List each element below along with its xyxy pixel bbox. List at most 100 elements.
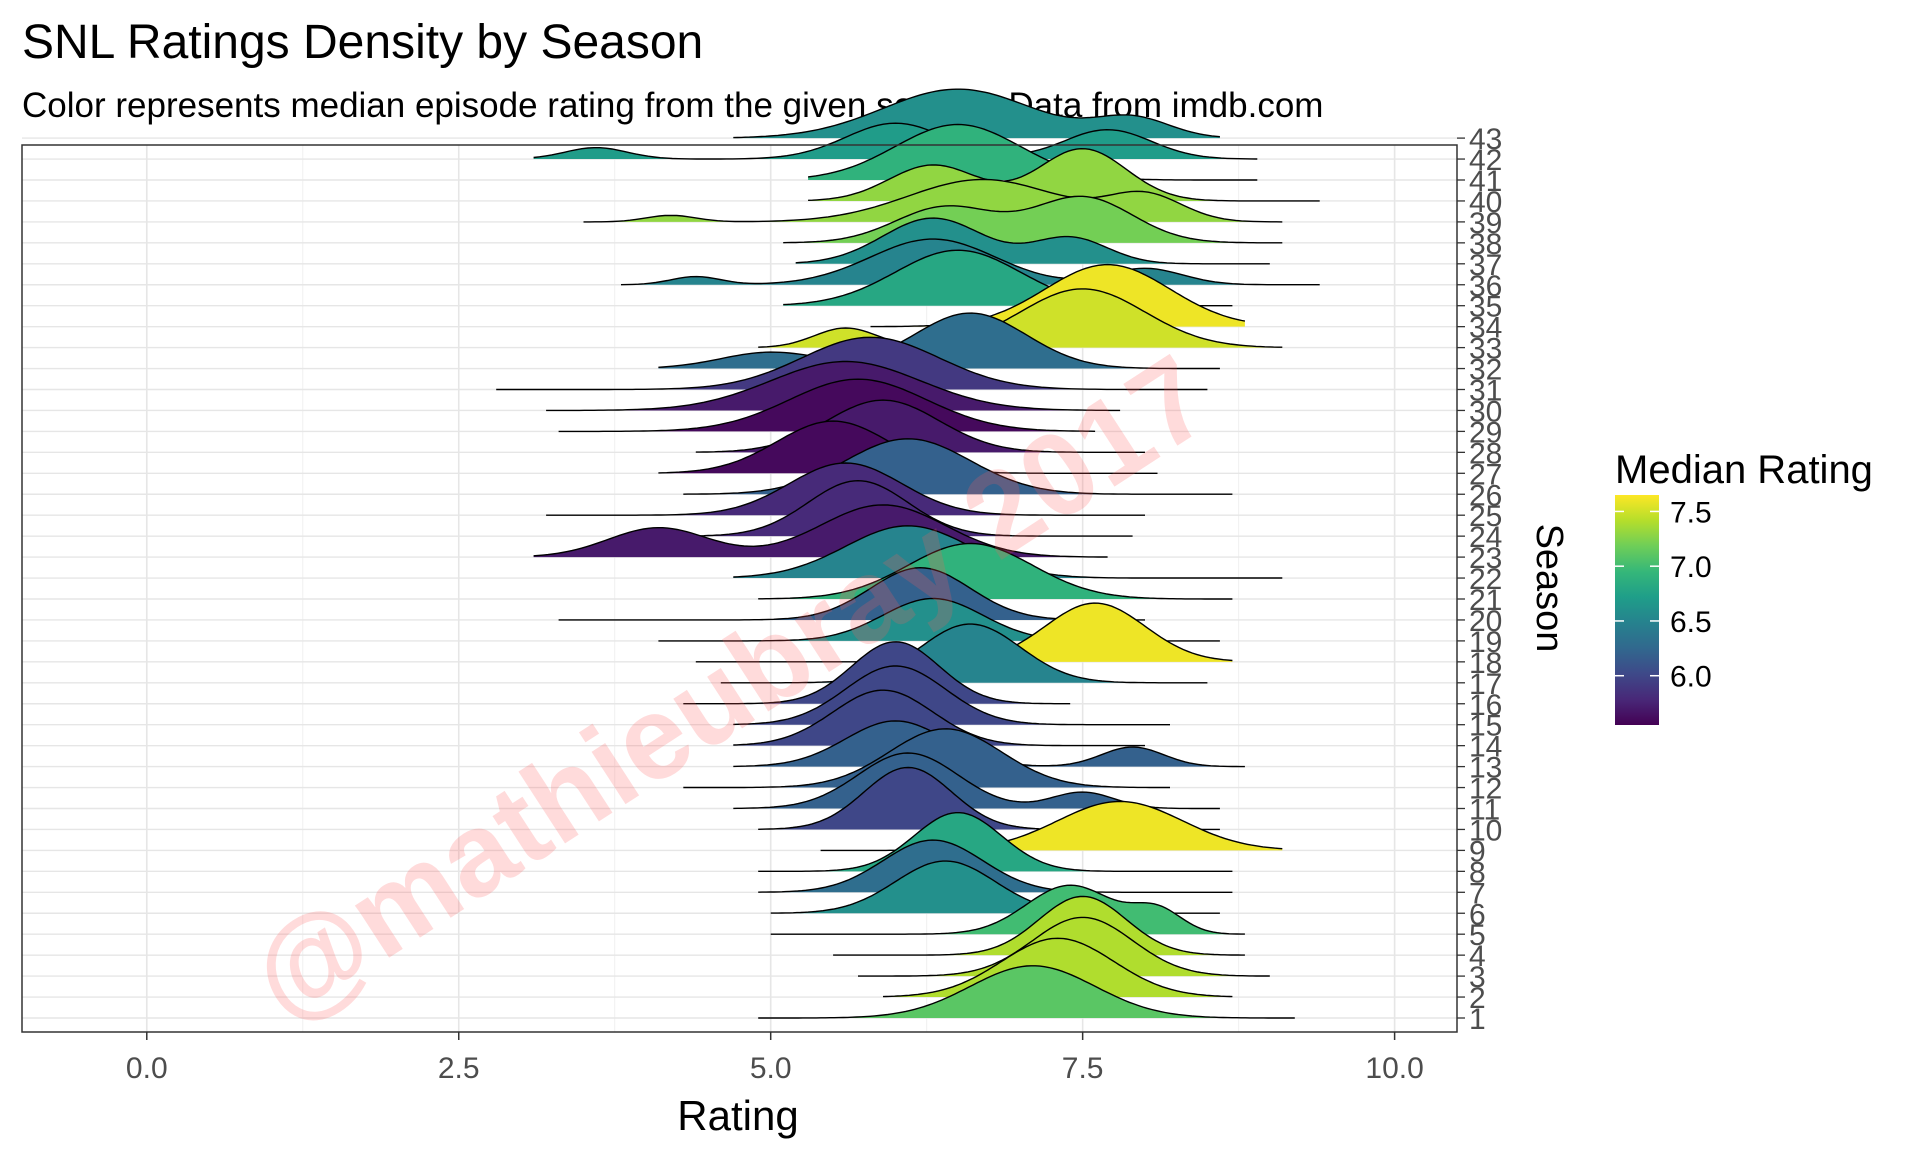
y-tick-label: 15: [1469, 710, 1502, 743]
ridge-fill-season-7: [758, 840, 1233, 893]
y-tick-label: 6: [1469, 898, 1486, 931]
legend-tick-label: 7.0: [1670, 551, 1712, 584]
ridge-outline-season-43: [733, 88, 1220, 139]
y-tick-label: 5: [1469, 919, 1486, 952]
y-tick-label: 32: [1469, 354, 1502, 387]
ridge-outline-season-29: [558, 378, 1096, 433]
y-tick-label: 10: [1469, 814, 1502, 847]
legend-tick-label: 6.5: [1670, 606, 1712, 639]
ridge-outline-season-5: [770, 884, 1245, 935]
y-tick-label: 17: [1469, 668, 1502, 701]
ridge-outline-season-38: [783, 195, 1283, 244]
density-ridges: [496, 88, 1320, 1019]
y-tick-label: 13: [1469, 752, 1502, 785]
ridge-fill-season-20: [558, 567, 1145, 620]
y-tick-label: 9: [1469, 835, 1486, 868]
legend-tick-label: 6.0: [1670, 661, 1712, 694]
ridge-outline-season-33: [758, 288, 1283, 348]
y-axis: 1234567891011121314151617181920212223242…: [1457, 123, 1502, 1036]
y-tick-label: 27: [1469, 458, 1502, 491]
plot-panel-border: [21, 144, 1458, 1033]
y-tick-label: 25: [1469, 500, 1502, 533]
ridge-outline-season-31: [496, 336, 1208, 391]
ridge-fill-season-2: [883, 938, 1233, 998]
y-tick-label: 4: [1469, 940, 1486, 973]
y-tick-label: 22: [1469, 563, 1502, 596]
legend-colorbar: [1615, 495, 1659, 725]
ridge-outline-season-24: [633, 479, 1133, 537]
y-tick-label: 12: [1469, 773, 1502, 806]
chart-title: SNL Ratings Density by Season: [22, 16, 704, 69]
ridge-fill-season-22: [733, 525, 1283, 579]
ridge-outline-season-25: [546, 462, 1145, 516]
y-tick-label: 40: [1469, 186, 1502, 219]
ridge-outline-season-7: [758, 839, 1233, 893]
y-tick-label: 34: [1469, 312, 1502, 345]
y-tick-label: 36: [1469, 270, 1502, 303]
ridge-fill-season-10: [758, 767, 1220, 830]
y-tick-label: 28: [1469, 437, 1502, 470]
ridge-outline-season-2: [882, 937, 1233, 998]
y-tick-label: 1: [1469, 1003, 1486, 1036]
y-tick-label: 18: [1469, 647, 1502, 680]
ridge-outline-season-39: [583, 178, 1283, 223]
ridge-outline-season-15: [733, 665, 1170, 726]
x-axis: 0.0 2.5 5.0 7.5 10.0: [126, 1032, 1424, 1085]
y-tick-label: 31: [1469, 375, 1502, 408]
y-tick-label: 30: [1469, 395, 1502, 428]
y-tick-label: 11: [1469, 794, 1500, 827]
ridge-outline-season-12: [683, 728, 1170, 789]
y-tick-label: 16: [1469, 689, 1502, 722]
ridge-outline-season-8: [758, 812, 1233, 872]
ridge-outline-season-42: [533, 122, 1258, 160]
ridge-outline-season-4: [833, 895, 1245, 956]
x-tick-label: 7.5: [1062, 1052, 1104, 1085]
ridge-fill-season-17: [720, 624, 1208, 683]
y-tick-label: 7: [1469, 877, 1486, 910]
ridge-outline-season-32: [658, 312, 1220, 370]
ridge-fill-season-33: [758, 288, 1283, 348]
y-tick-label: 23: [1469, 542, 1502, 575]
x-axis-title: Rating: [677, 1092, 798, 1139]
ridge-fill-season-27: [658, 421, 1158, 474]
ridge-outline-season-30: [546, 360, 1121, 412]
ridge-outline-season-17: [720, 623, 1208, 684]
ridge-fill-season-29: [558, 379, 1096, 432]
ridge-fill-season-14: [733, 690, 1145, 746]
y-tick-label: 26: [1469, 479, 1502, 512]
y-tick-label: 2: [1469, 982, 1486, 1015]
ridge-outline-season-37: [795, 217, 1270, 265]
y-tick-label: 35: [1469, 291, 1502, 324]
ridge-outline-season-1: [758, 965, 1295, 1019]
ridge-outline-season-14: [733, 689, 1145, 747]
plot-panel-bg: [22, 145, 1457, 1032]
legend-tick-label: 7.5: [1670, 496, 1712, 529]
y-tick-label: 37: [1469, 249, 1502, 282]
ridge-fill-season-6: [770, 861, 1220, 914]
ridge-outline-season-21: [758, 542, 1233, 600]
color-legend: Median Rating 6.0 6.5 7.0 7.5: [1615, 448, 1873, 725]
ridge-fill-season-18: [695, 603, 1233, 662]
y-tick-label: 19: [1469, 626, 1502, 659]
y-tick-label: 3: [1469, 961, 1486, 994]
y-tick-label: 14: [1469, 731, 1502, 764]
y-axis-title: Season: [1528, 524, 1570, 653]
ridge-fill-season-1: [758, 965, 1295, 1018]
ridge-outline-season-40: [808, 147, 1320, 202]
y-tick-label: 33: [1469, 333, 1502, 366]
ridge-outline-season-26: [683, 438, 1233, 495]
ridge-outline-season-20: [558, 566, 1145, 621]
y-tick-label: 38: [1469, 228, 1502, 261]
y-tick-label: 29: [1469, 416, 1502, 449]
ridge-outline-season-36: [620, 238, 1320, 286]
legend-title: Median Rating: [1615, 448, 1873, 492]
ridge-fill-season-43: [733, 89, 1220, 139]
y-tick-label: 8: [1469, 856, 1486, 889]
y-tick-label: 39: [1469, 207, 1502, 240]
y-tick-label: 42: [1469, 144, 1502, 177]
y-tick-label: 24: [1469, 521, 1502, 554]
x-tick-label: 10.0: [1365, 1052, 1423, 1085]
y-tick-label: 20: [1469, 605, 1502, 638]
y-tick-label: 21: [1469, 584, 1502, 617]
